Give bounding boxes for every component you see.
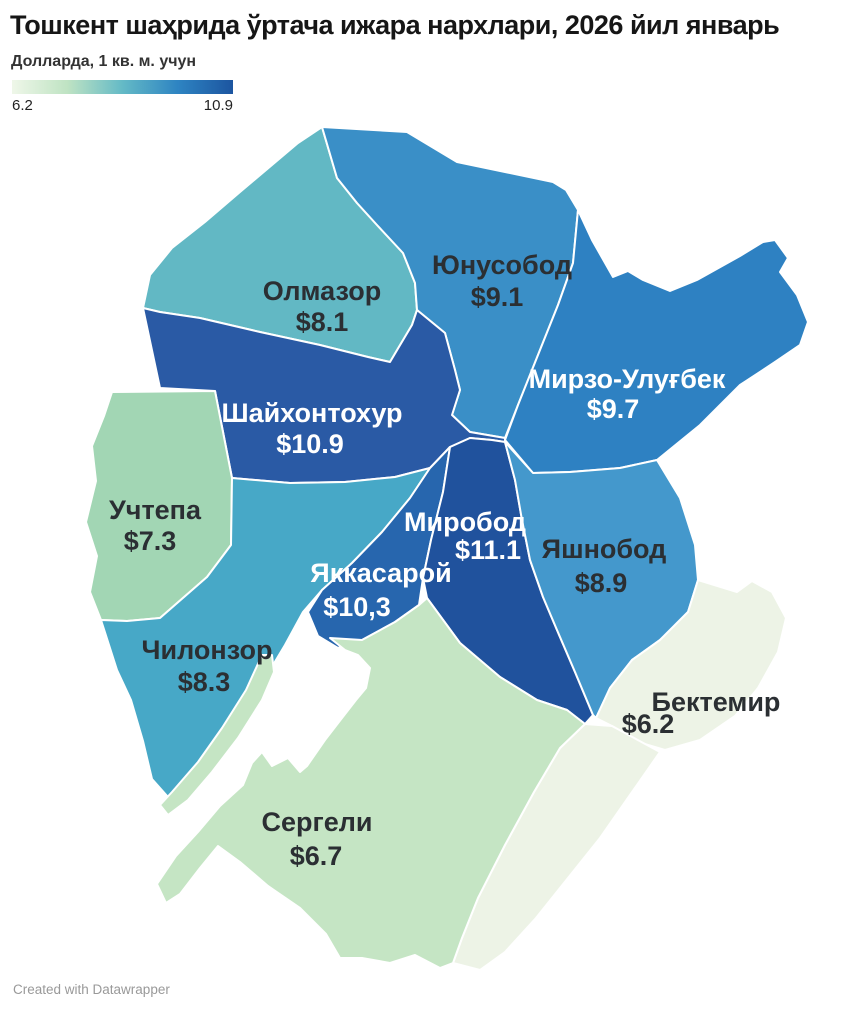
label-uchtepa: Учтепа [109,495,202,525]
label-yashnobod: Яшнобод [542,534,667,564]
value-yakkasaroy: $10,3 [323,592,391,622]
label-mirzo-ulugbek: Мирзо-Улуғбек [529,364,726,394]
value-sergeli: $6.7 [290,841,343,871]
legend-max-label: 10.9 [203,97,233,114]
label-mirobod: Миробод [404,507,526,537]
value-mirzo-ulugbek: $9.7 [587,394,640,424]
attribution: Created with Datawrapper [13,982,170,997]
value-uchtepa: $7.3 [124,526,177,556]
value-yunusobod: $9.1 [471,282,524,312]
value-yashnobod: $8.9 [575,568,628,598]
label-chilonzor: Чилонзор [142,635,273,665]
district-labels: Олмазор $8.1 Юнусобод $9.1 Мирзо-Улуғбек… [109,250,780,871]
label-yakkasaroy: Яккасарой [310,558,451,588]
legend-scale-labels: 6.2 10.9 [12,97,233,114]
value-chilonzor: $8.3 [178,667,231,697]
label-olmazor: Олмазор [263,276,382,306]
district-mirzo-ulugbek-shape[interactable] [504,209,809,474]
district-sergeli-shape[interactable] [156,597,586,969]
label-sergeli: Сергели [261,807,372,837]
value-shaykhontohur: $10.9 [276,429,344,459]
legend-gradient-bar [12,80,233,94]
label-shaykhontohur: Шайхонтохур [221,398,402,428]
district-bektemir-shape[interactable] [595,579,787,751]
label-bektemir: Бектемир [652,687,781,717]
legend-title: Долларда, 1 кв. м. учун [11,53,197,70]
label-yunusobod: Юнусобод [432,250,572,280]
legend-gradient-rect [12,80,233,94]
value-mirobod: $11.1 [455,535,521,565]
legend-min-label: 6.2 [12,97,33,114]
district-sergeli-strip-shape[interactable] [159,654,275,816]
value-olmazor: $8.1 [296,307,349,337]
value-bektemir: $6.2 [622,709,675,739]
page-title: Тошкент шаҳрида ўртача ижара нархлари, 2… [10,10,780,40]
